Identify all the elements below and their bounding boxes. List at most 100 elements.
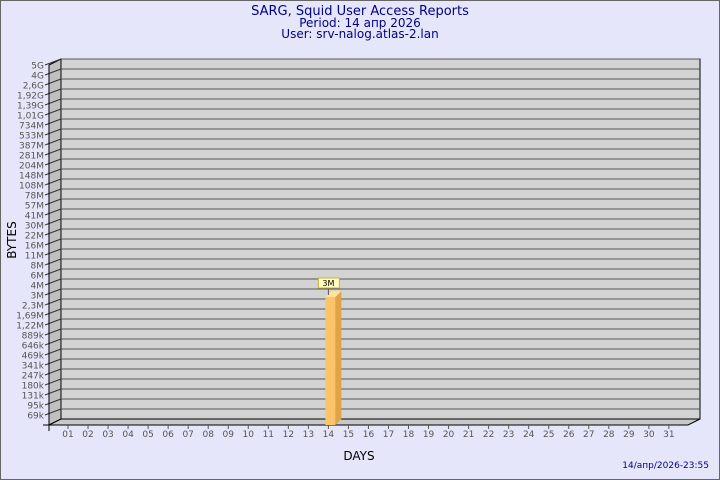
y-tick-label: 533M bbox=[19, 132, 44, 142]
y-axis-title: BYTES bbox=[5, 221, 19, 258]
y-tick bbox=[44, 188, 62, 196]
y-tick bbox=[44, 238, 62, 246]
x-tick-label: 07 bbox=[182, 430, 193, 440]
x-tick-label: 03 bbox=[102, 430, 113, 440]
y-tick-label: 1,01G bbox=[17, 112, 44, 122]
y-tick-label: 341k bbox=[22, 362, 45, 372]
y-tick-label: 69k bbox=[27, 412, 44, 422]
y-tick-label: 2,3M bbox=[22, 302, 44, 312]
y-tick bbox=[44, 208, 62, 216]
y-tick bbox=[44, 408, 62, 416]
bar-top bbox=[325, 291, 342, 297]
bar-front bbox=[325, 297, 336, 425]
x-tick-label: 08 bbox=[202, 430, 214, 440]
y-tick bbox=[44, 58, 62, 66]
y-tick bbox=[44, 398, 62, 406]
x-tick-label: 29 bbox=[623, 430, 635, 440]
y-tick-label: 5G bbox=[31, 62, 44, 72]
y-tick bbox=[44, 318, 62, 326]
y-tick bbox=[44, 258, 62, 266]
x-tick-label: 09 bbox=[223, 430, 235, 440]
y-tick-label: 889k bbox=[22, 332, 45, 342]
y-tick bbox=[44, 338, 62, 346]
y-tick-label: 4G bbox=[31, 72, 44, 82]
y-tick-label: 180k bbox=[22, 382, 45, 392]
y-tick bbox=[44, 368, 62, 376]
y-tick-label: 1,39G bbox=[17, 102, 44, 112]
x-tick-label: 21 bbox=[463, 430, 474, 440]
y-tick-label: 387M bbox=[19, 142, 44, 152]
x-tick-label: 22 bbox=[483, 430, 494, 440]
timestamp: 14/апр/2026-23:55 bbox=[622, 461, 709, 471]
y-tick bbox=[44, 288, 62, 296]
y-tick-label: 6M bbox=[31, 272, 45, 282]
x-tick-label: 15 bbox=[343, 430, 354, 440]
y-tick-label: 1,22M bbox=[16, 322, 44, 332]
y-tick bbox=[44, 228, 62, 236]
y-tick bbox=[44, 308, 62, 316]
x-tick-label: 16 bbox=[363, 430, 375, 440]
x-tick-label: 10 bbox=[243, 430, 255, 440]
x-tick-label: 25 bbox=[543, 430, 554, 440]
y-tick-label: 108M bbox=[19, 182, 44, 192]
y-tick-label: 469k bbox=[22, 352, 45, 362]
y-tick bbox=[44, 198, 62, 206]
x-tick-label: 28 bbox=[603, 430, 615, 440]
plot-floor bbox=[48, 418, 701, 426]
bar-label-box bbox=[317, 277, 340, 289]
y-tick bbox=[44, 88, 62, 96]
y-tick-label: 281M bbox=[19, 152, 44, 162]
y-tick-label: 4M bbox=[31, 282, 45, 292]
x-tick-label: 27 bbox=[583, 430, 594, 440]
y-tick bbox=[44, 248, 62, 256]
y-tick bbox=[44, 268, 62, 276]
y-tick bbox=[44, 218, 62, 226]
x-tick-label: 11 bbox=[263, 430, 274, 440]
chart-period: Period: 14 апр 2026 bbox=[299, 16, 421, 30]
x-tick-label: 04 bbox=[122, 430, 134, 440]
y-tick-label: 1,92G bbox=[17, 92, 44, 102]
x-tick-label: 20 bbox=[443, 430, 455, 440]
x-tick-label: 31 bbox=[663, 430, 674, 440]
x-tick-label: 30 bbox=[643, 430, 655, 440]
x-tick-label: 24 bbox=[523, 430, 535, 440]
y-tick bbox=[44, 78, 62, 86]
y-tick-label: 16M bbox=[25, 242, 44, 252]
x-tick-label: 17 bbox=[383, 430, 394, 440]
bar-value-label: 3M bbox=[322, 279, 334, 288]
y-tick bbox=[44, 168, 62, 176]
y-tick bbox=[44, 278, 62, 286]
y-tick bbox=[44, 178, 62, 186]
y-tick-label: 148M bbox=[19, 172, 44, 182]
x-tick-label: 26 bbox=[563, 430, 575, 440]
y-tick bbox=[44, 68, 62, 76]
y-tick bbox=[44, 328, 62, 336]
y-tick bbox=[44, 358, 62, 366]
y-tick bbox=[44, 108, 62, 116]
y-tick bbox=[44, 378, 62, 386]
chart-user: User: srv-nalog.atlas-2.lan bbox=[281, 27, 439, 41]
y-tick bbox=[44, 348, 62, 356]
y-tick-label: 247k bbox=[22, 372, 45, 382]
y-tick-label: 3M bbox=[31, 292, 45, 302]
y-tick-label: 22M bbox=[25, 232, 44, 242]
y-tick bbox=[44, 118, 62, 126]
y-tick-label: 95k bbox=[27, 402, 44, 412]
x-tick-label: 01 bbox=[62, 430, 73, 440]
x-tick-label: 18 bbox=[403, 430, 415, 440]
x-axis-title: DAYS bbox=[343, 449, 374, 463]
y-tick-label: 78M bbox=[25, 192, 44, 202]
y-tick bbox=[44, 158, 62, 166]
x-tick-label: 13 bbox=[303, 430, 314, 440]
x-tick-label: 23 bbox=[503, 430, 514, 440]
x-tick-label: 12 bbox=[283, 430, 294, 440]
y-tick-label: 2,6G bbox=[23, 82, 44, 92]
y-tick bbox=[44, 298, 62, 306]
y-tick-label: 1,69M bbox=[16, 312, 44, 322]
y-tick-label: 57M bbox=[25, 202, 44, 212]
y-tick bbox=[44, 388, 62, 396]
y-tick-label: 646k bbox=[22, 342, 45, 352]
x-tick-label: 06 bbox=[162, 430, 174, 440]
x-tick-label: 19 bbox=[423, 430, 435, 440]
